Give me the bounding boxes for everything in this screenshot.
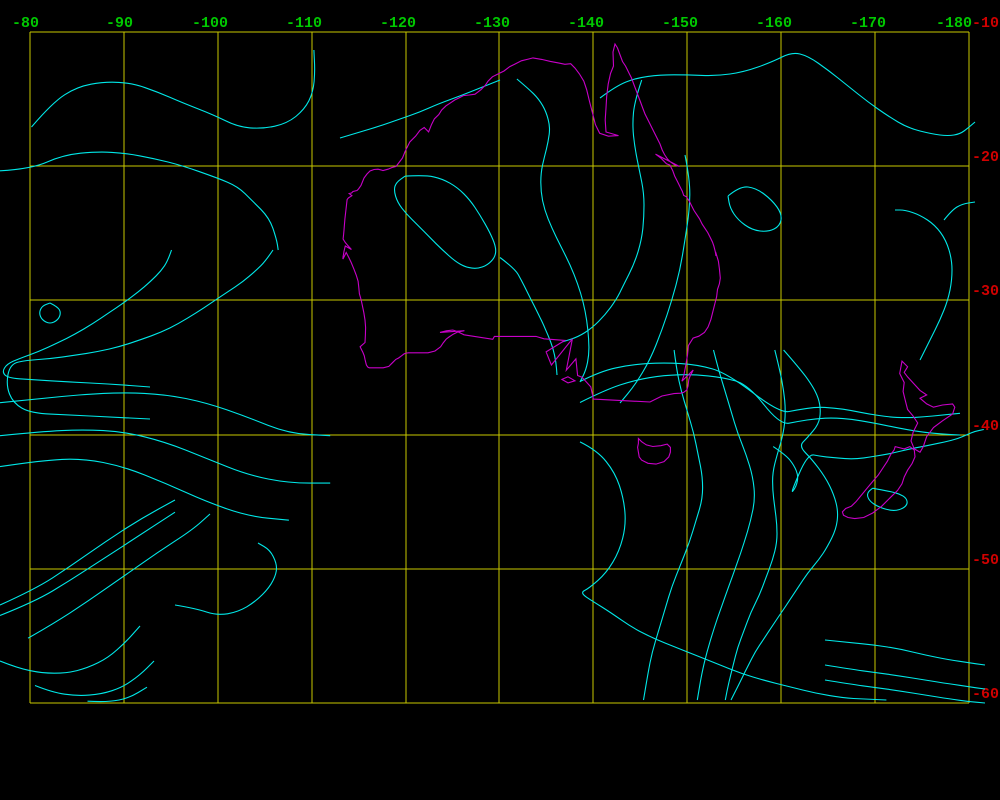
svg-text:-160: -160 [756,15,792,32]
svg-text:-100: -100 [192,15,228,32]
svg-text:-20: -20 [972,149,999,166]
svg-text:-50: -50 [972,552,999,569]
svg-text:-110: -110 [286,15,322,32]
svg-text:-40: -40 [972,418,999,435]
svg-text:-10: -10 [972,15,999,32]
svg-text:-90: -90 [106,15,133,32]
svg-text:-150: -150 [662,15,698,32]
svg-text:-130: -130 [474,15,510,32]
svg-text:-120: -120 [380,15,416,32]
svg-text:-170: -170 [850,15,886,32]
svg-text:-140: -140 [568,15,604,32]
svg-text:-30: -30 [972,283,999,300]
svg-text:-180: -180 [936,15,972,32]
svg-text:-80: -80 [12,15,39,32]
svg-text:-60: -60 [972,686,999,703]
